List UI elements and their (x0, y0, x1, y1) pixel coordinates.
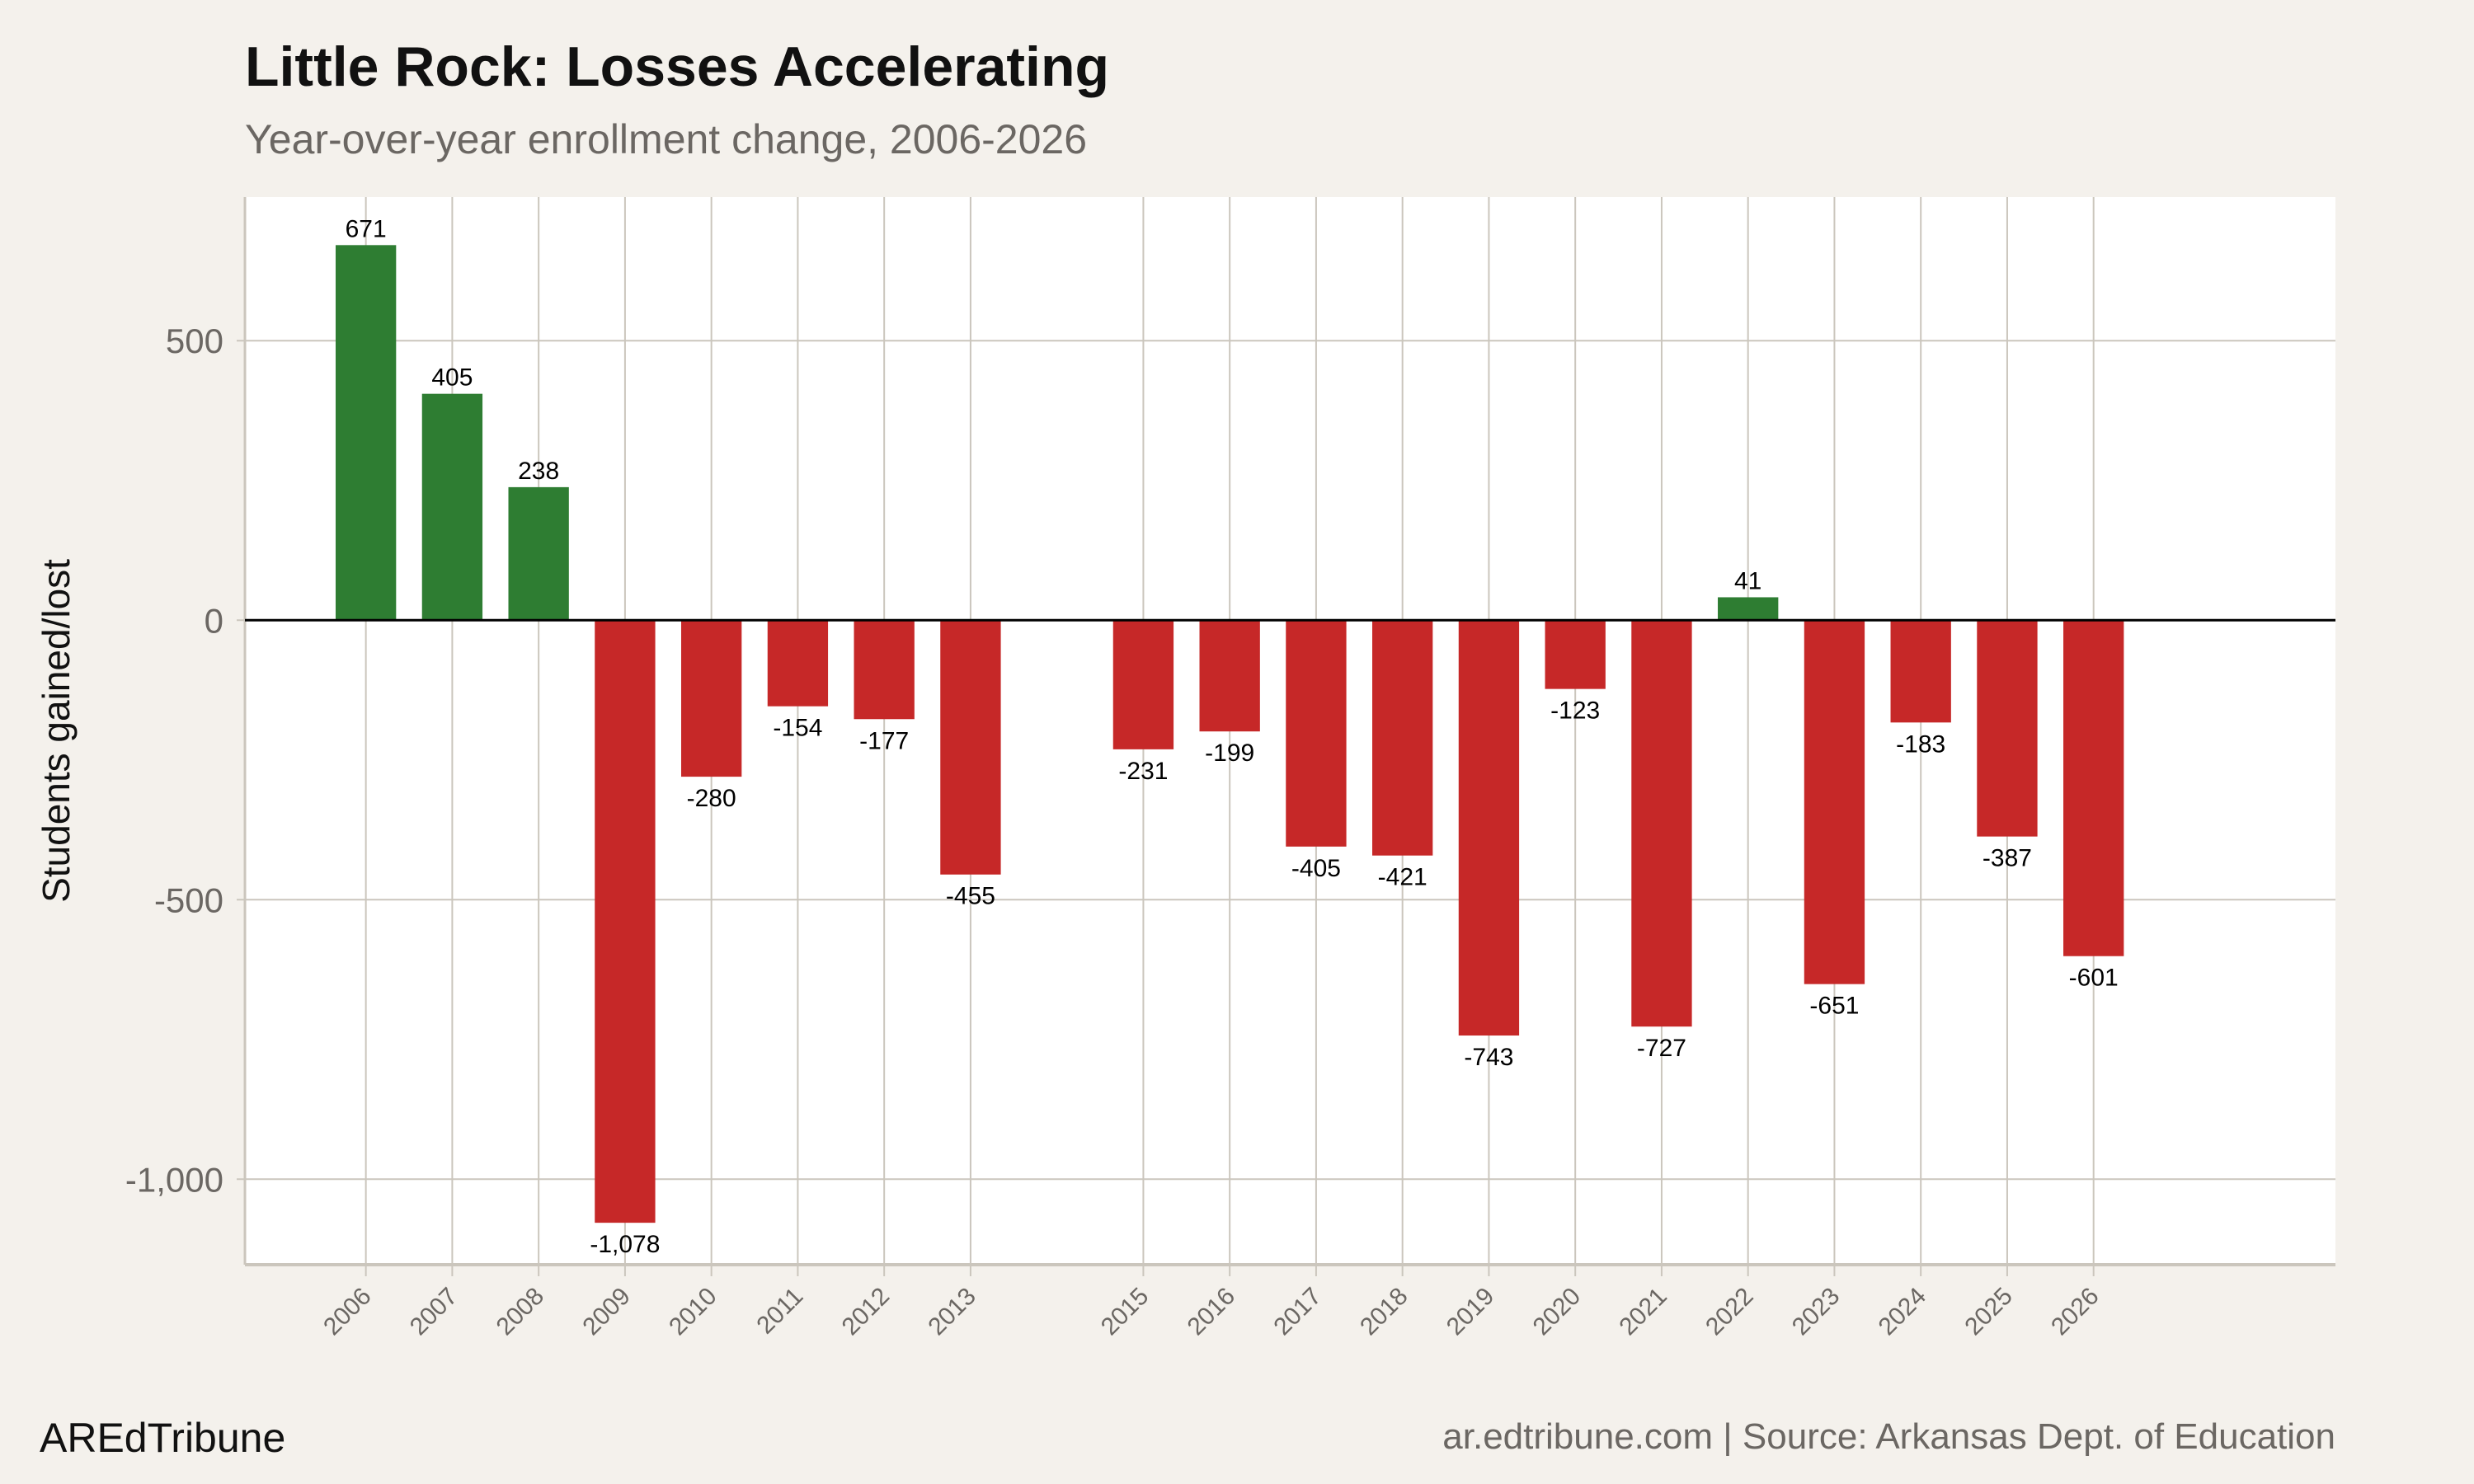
bar-2023 (1804, 620, 1865, 984)
y-tick-label: 0 (205, 601, 223, 640)
data-label-2019: -743 (1464, 1044, 1513, 1071)
x-tick-label: 2007 (405, 1283, 463, 1341)
x-tick-label: 2006 (318, 1283, 377, 1341)
bar-2011 (767, 620, 829, 707)
data-label-2006: 671 (346, 215, 387, 242)
bar-2013 (940, 620, 1001, 875)
data-label-2015: -231 (1118, 758, 1168, 785)
y-tick-label: 500 (166, 322, 223, 360)
data-label-2023: -651 (1809, 993, 1859, 1020)
x-tick-label: 2010 (664, 1283, 722, 1341)
data-label-2024: -183 (1896, 730, 1945, 758)
bar-2010 (680, 620, 742, 777)
bar-2018 (1372, 620, 1433, 856)
data-label-2011: -154 (773, 715, 822, 742)
x-tick-label: 2012 (837, 1283, 896, 1341)
data-label-2008: 238 (518, 458, 559, 485)
data-label-2025: -387 (1982, 845, 2032, 872)
chart-subtitle: Year-over-year enrollment change, 2006-2… (245, 116, 1088, 162)
x-tick-label: 2019 (1442, 1283, 1500, 1341)
source-note: ar.edtribune.com | Source: Arkansas Dept… (1442, 1416, 2335, 1457)
bar-2021 (1631, 620, 1692, 1027)
data-label-2009: -1,078 (590, 1231, 660, 1258)
data-label-2016: -199 (1205, 740, 1254, 767)
x-tick-label: 2020 (1528, 1283, 1587, 1341)
bar-2024 (1890, 620, 1951, 723)
bar-2016 (1199, 620, 1260, 732)
bar-2025 (1977, 620, 2038, 837)
x-tick-label: 2024 (1874, 1283, 1932, 1341)
data-label-2012: -177 (859, 727, 909, 754)
data-label-2013: -455 (946, 883, 995, 910)
x-tick-label: 2009 (577, 1283, 636, 1341)
bar-2006 (335, 245, 397, 621)
data-label-2022: 41 (1734, 567, 1761, 594)
bar-2017 (1286, 620, 1347, 847)
data-label-2010: -280 (687, 785, 736, 812)
data-label-2007: 405 (431, 364, 473, 392)
x-tick-label: 2016 (1183, 1283, 1241, 1341)
x-tick-label: 2021 (1614, 1283, 1672, 1341)
data-label-2018: -421 (1378, 864, 1427, 891)
bar-2026 (2063, 620, 2124, 956)
data-label-2020: -123 (1550, 697, 1600, 725)
x-tick-label: 2011 (751, 1283, 808, 1340)
data-label-2021: -727 (1637, 1035, 1686, 1062)
x-tick-label: 2008 (492, 1283, 550, 1341)
data-label-2026: -601 (2069, 965, 2119, 992)
data-label-2017: -405 (1291, 855, 1341, 882)
brand-logo-text: AREdTribune (40, 1415, 286, 1461)
bar-2015 (1112, 620, 1174, 749)
x-tick-label: 2017 (1268, 1283, 1327, 1341)
y-axis-label: Students gained/lost (35, 559, 78, 903)
y-tick-label: -500 (154, 881, 223, 919)
x-tick-label: 2025 (1959, 1283, 2018, 1341)
bar-2007 (421, 393, 483, 621)
bar-2022 (1718, 597, 1779, 621)
x-tick-label: 2013 (923, 1283, 981, 1341)
x-tick-label: 2022 (1700, 1283, 1759, 1341)
chart-title: Little Rock: Losses Accelerating (245, 35, 1110, 98)
x-tick-label: 2015 (1096, 1283, 1155, 1341)
bar-2009 (595, 620, 656, 1223)
bar-2008 (508, 486, 569, 621)
bar-2019 (1458, 620, 1520, 1036)
bar-2012 (854, 620, 915, 720)
y-tick-label: -1,000 (125, 1160, 223, 1199)
x-tick-label: 2023 (1787, 1283, 1846, 1341)
x-tick-label: 2018 (1355, 1283, 1413, 1341)
x-tick-label: 2026 (2046, 1283, 2105, 1341)
bar-2020 (1545, 620, 1606, 689)
